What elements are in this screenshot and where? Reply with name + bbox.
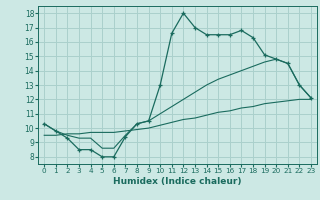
X-axis label: Humidex (Indice chaleur): Humidex (Indice chaleur) xyxy=(113,177,242,186)
